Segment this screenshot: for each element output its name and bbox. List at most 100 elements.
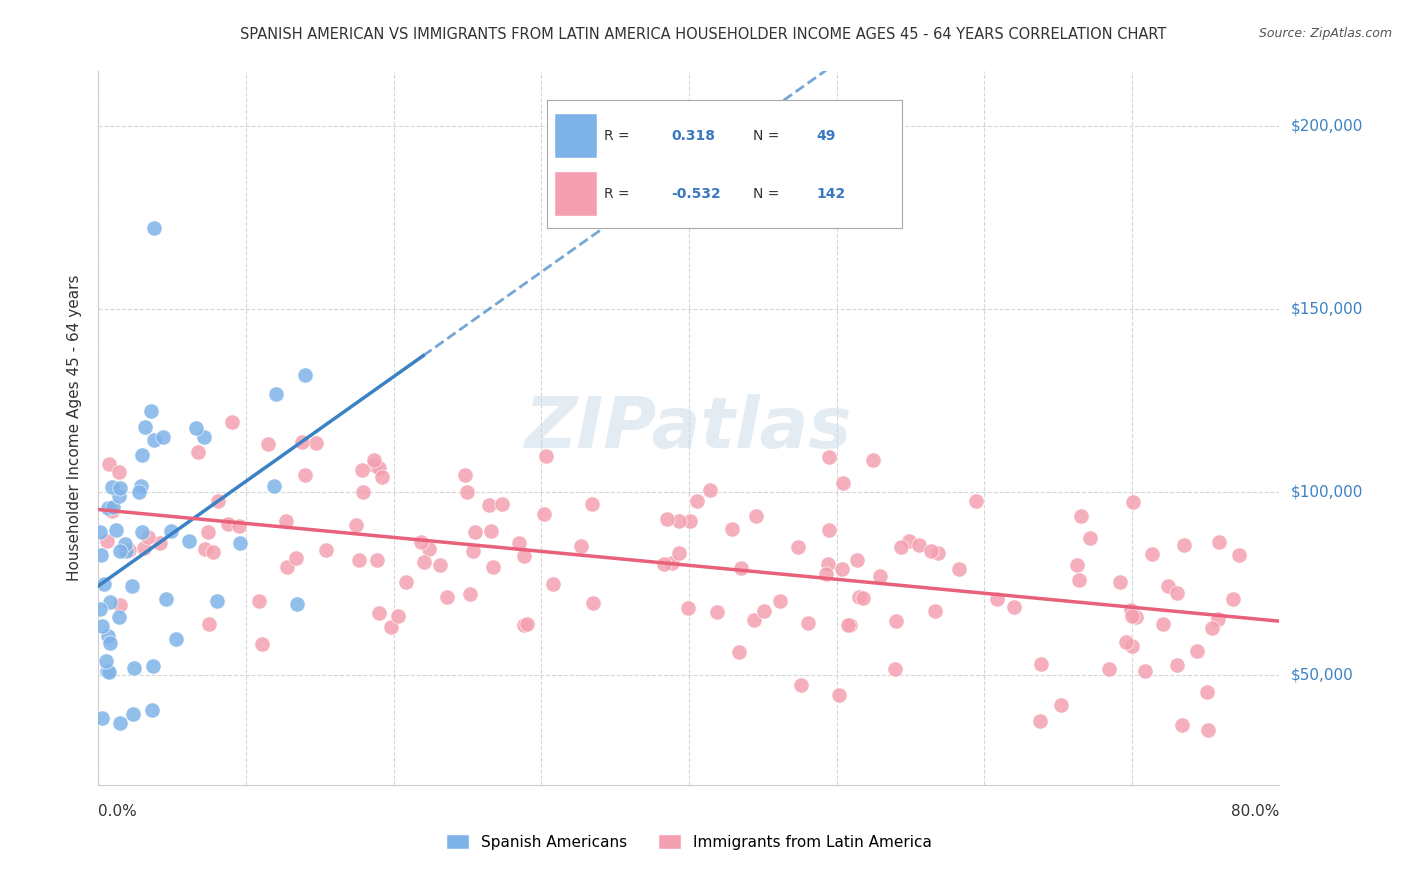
- Point: [285, 550, 308, 565]
- Point: [508, 536, 530, 550]
- Text: $100,000: $100,000: [1291, 484, 1362, 500]
- Point: [908, 538, 931, 552]
- Point: [1133, 664, 1156, 678]
- Point: [110, 599, 132, 613]
- Point: [965, 493, 987, 508]
- Point: [461, 544, 484, 558]
- Point: [110, 544, 132, 558]
- Point: [456, 485, 478, 500]
- Point: [1173, 538, 1195, 552]
- Point: [418, 542, 440, 557]
- Point: [108, 465, 131, 479]
- Point: [347, 553, 370, 567]
- Point: [179, 533, 201, 548]
- Point: [252, 637, 274, 651]
- Point: [1109, 575, 1132, 590]
- Text: $200,000: $200,000: [1291, 119, 1362, 134]
- Point: [98, 457, 121, 471]
- Point: [1206, 611, 1229, 625]
- Point: [276, 559, 298, 574]
- Point: [730, 561, 752, 575]
- Point: [818, 523, 841, 537]
- Point: [91, 619, 114, 633]
- Point: [411, 535, 433, 549]
- Point: [686, 493, 709, 508]
- Point: [91, 711, 114, 725]
- Point: [1197, 723, 1219, 737]
- Point: [831, 562, 853, 576]
- Point: [217, 516, 239, 531]
- Point: [569, 539, 592, 553]
- Point: [1166, 586, 1188, 600]
- Point: [786, 540, 808, 554]
- Point: [1066, 558, 1088, 572]
- Point: [728, 645, 751, 659]
- Text: $150,000: $150,000: [1291, 301, 1362, 317]
- Point: [194, 541, 217, 556]
- Point: [395, 575, 418, 590]
- Point: [247, 594, 270, 608]
- Point: [852, 591, 875, 605]
- Point: [491, 497, 513, 511]
- Point: [706, 605, 728, 619]
- Point: [207, 494, 229, 508]
- Point: [229, 536, 252, 550]
- Point: [380, 620, 402, 634]
- Point: [100, 480, 122, 494]
- Point: [368, 606, 391, 620]
- Text: ZIPatlas: ZIPatlas: [526, 393, 852, 463]
- Point: [105, 523, 128, 537]
- Point: [141, 404, 163, 418]
- Point: [108, 715, 131, 730]
- Point: [986, 591, 1008, 606]
- Point: [676, 600, 699, 615]
- Point: [129, 479, 152, 493]
- Point: [132, 541, 155, 555]
- Point: [668, 546, 690, 560]
- Point: [515, 616, 537, 631]
- Point: [884, 662, 907, 676]
- Legend: Spanish Americans, Immigrants from Latin America: Spanish Americans, Immigrants from Latin…: [440, 828, 938, 855]
- Point: [1208, 535, 1230, 549]
- Point: [97, 501, 120, 516]
- Point: [98, 595, 121, 609]
- Point: [678, 514, 700, 528]
- Point: [197, 524, 219, 539]
- Point: [101, 503, 124, 517]
- Point: [187, 445, 209, 459]
- Point: [828, 688, 851, 702]
- Point: [1115, 634, 1137, 648]
- Point: [131, 525, 153, 540]
- Point: [142, 220, 165, 235]
- Point: [1222, 592, 1244, 607]
- Point: [228, 519, 250, 533]
- Point: [839, 618, 862, 632]
- Text: 0.0%: 0.0%: [98, 805, 138, 819]
- Point: [205, 594, 228, 608]
- Point: [98, 665, 121, 680]
- Point: [363, 458, 385, 473]
- Text: Source: ZipAtlas.com: Source: ZipAtlas.com: [1258, 27, 1392, 40]
- Point: [831, 476, 853, 491]
- Point: [796, 616, 818, 631]
- Point: [920, 544, 942, 558]
- Point: [1029, 714, 1052, 729]
- Point: [100, 636, 122, 650]
- Point: [149, 535, 172, 549]
- Point: [107, 609, 129, 624]
- Point: [1152, 616, 1174, 631]
- Point: [1195, 684, 1218, 698]
- Point: [114, 537, 136, 551]
- Point: [264, 386, 287, 401]
- Text: SPANISH AMERICAN VS IMMIGRANTS FROM LATIN AMERICA HOUSEHOLDER INCOME AGES 45 - 6: SPANISH AMERICAN VS IMMIGRANTS FROM LATI…: [240, 27, 1166, 42]
- Point: [136, 530, 159, 544]
- Point: [655, 512, 678, 526]
- Point: [541, 577, 564, 591]
- Point: [1121, 639, 1143, 653]
- Point: [790, 678, 813, 692]
- Point: [352, 484, 374, 499]
- Point: [582, 596, 605, 610]
- Point: [458, 587, 481, 601]
- Point: [815, 566, 838, 581]
- Point: [1029, 657, 1052, 671]
